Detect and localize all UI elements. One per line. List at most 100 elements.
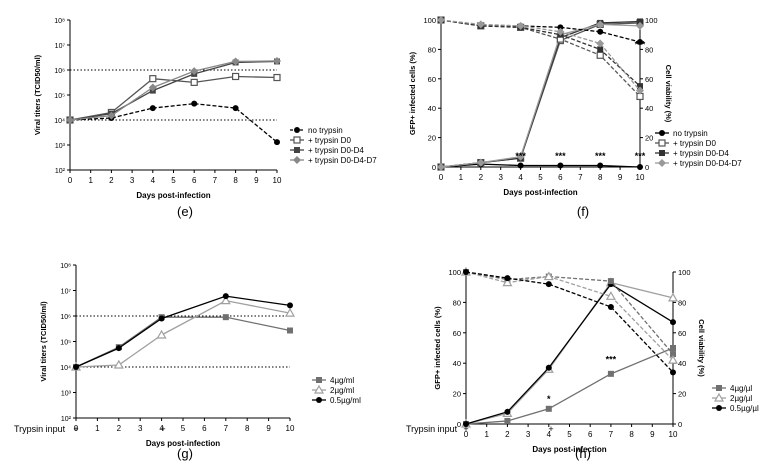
y-tick-label-right-f-5: 100 xyxy=(645,16,658,25)
data-point-f-6-5 xyxy=(637,83,643,90)
x-tick-label-f-9: 9 xyxy=(618,173,623,182)
data-point-h-4-2 xyxy=(543,271,554,281)
data-point-f-0-3 xyxy=(557,162,564,169)
data-point-h-2-0 xyxy=(463,421,469,427)
y-tick-label-right-h-3: 60 xyxy=(678,329,686,338)
chart-panel-e: 0 1 2 3 4 5 6 7 8 9 10 10² 10³ 10⁴ 10⁵ 10⁶ 10⁷ 10⁸ Days po… xyxy=(33,18,377,200)
data-point-h-0-1 xyxy=(504,417,511,424)
trypsin-input-mark-g-0: + xyxy=(73,424,78,434)
series-line-h-3 xyxy=(465,271,674,355)
x-axis-label-f: Days post-infection xyxy=(503,188,577,197)
legend-marker-e-1 xyxy=(293,136,301,144)
y-tick-label-h-2: 40 xyxy=(453,359,461,368)
panel-label-g: (g) xyxy=(177,446,193,461)
x-tick-label-h-3: 3 xyxy=(526,430,531,439)
chart-panel-g: 0 1 2 3 4 5 6 7 8 9 10 10² 10³ 10⁴ 10⁵ 10⁶ 10⁷ 10⁸ Days po… xyxy=(39,263,361,448)
trypsin-input-mark-g-1: + xyxy=(160,424,165,434)
y-tick-label-right-h-5: 100 xyxy=(678,268,691,277)
legend-marker-e-0 xyxy=(294,127,300,133)
data-point-h-2-4 xyxy=(670,319,676,326)
y-axis-label-right-f: Cell viability (%) xyxy=(664,65,673,123)
x-tick-label-f-10: 10 xyxy=(636,173,645,182)
x-tick-label-g-0: 0 xyxy=(74,424,79,433)
x-axis-label-e: Days post-infection xyxy=(136,191,210,200)
y-tick-label-right-h-0: 0 xyxy=(678,420,682,429)
data-point-e-1-2 xyxy=(149,75,157,83)
trypsin-input-label-h: Trypsin input xyxy=(406,424,458,434)
y-axis-label-h: GFP+ infected cells (%) xyxy=(433,306,442,390)
series-line-f-0 xyxy=(440,163,641,168)
y-tick-label-f-0: 0 xyxy=(432,163,436,172)
panel-label-e: (e) xyxy=(177,204,193,219)
data-point-e-3-5 xyxy=(273,56,281,65)
data-point-g-2-2 xyxy=(158,315,165,322)
data-point-g-1-3 xyxy=(220,295,231,305)
y-tick-label-h-3: 60 xyxy=(453,329,461,338)
data-point-f-2-5 xyxy=(637,18,643,25)
x-tick-label-f-3: 3 xyxy=(498,173,503,182)
y-tick-label-right-h-2: 40 xyxy=(678,359,686,368)
legend-marker-h-2 xyxy=(716,405,722,411)
x-tick-label-f-8: 8 xyxy=(598,173,603,182)
data-point-f-6-4 xyxy=(597,46,604,53)
series-line-e-2 xyxy=(69,60,278,121)
series-line-g-0 xyxy=(75,316,291,368)
data-point-f-3-5 xyxy=(636,21,644,30)
data-point-g-0-3 xyxy=(222,314,229,321)
series-line-h-4 xyxy=(465,271,674,361)
data-point-g-1-1 xyxy=(113,359,124,369)
legend-label-e-1: + trypsin D0 xyxy=(308,136,351,145)
data-point-g-2-4 xyxy=(287,302,293,309)
data-point-f-0-2 xyxy=(517,162,524,169)
x-tick-label-e-10: 10 xyxy=(273,176,282,185)
y-tick-label-g-3: 10⁵ xyxy=(60,340,71,347)
y-tick-label-e-0: 10² xyxy=(55,168,66,175)
data-point-f-7-4 xyxy=(596,39,605,48)
x-tick-label-f-4: 4 xyxy=(518,173,523,182)
x-tick-label-h-4: 4 xyxy=(547,430,552,439)
series-line-f-3 xyxy=(440,23,641,168)
data-point-f-7-1 xyxy=(476,20,485,29)
y-tick-label-g-6: 10⁸ xyxy=(60,263,71,270)
legend-label-e-0: no trypsin xyxy=(308,126,343,135)
y-tick-label-f-2: 40 xyxy=(428,104,436,113)
panel-label-h: (h) xyxy=(575,446,591,461)
data-point-h-0-4 xyxy=(670,345,676,351)
x-tick-label-e-7: 7 xyxy=(213,176,218,185)
y-tick-label-e-3: 10⁵ xyxy=(54,93,65,100)
legend-label-e-3: + trypsin D0-D4-D7 xyxy=(308,156,377,165)
legend-label-h-0: 4µg/µl xyxy=(730,384,752,393)
x-tick-label-g-6: 6 xyxy=(202,424,207,433)
x-tick-label-g-7: 7 xyxy=(224,424,229,433)
trypsin-input-label-g: Trypsin input xyxy=(14,424,66,434)
y-tick-label-e-2: 10⁴ xyxy=(54,118,65,125)
annotation-f-3: *** xyxy=(635,151,646,161)
legend-marker-h-0 xyxy=(716,385,722,391)
data-point-f-7-0 xyxy=(437,16,445,24)
data-point-f-3-4 xyxy=(596,20,605,29)
trypsin-input-mark-h-0: + xyxy=(463,424,468,434)
y-tick-label-f-4: 80 xyxy=(428,45,436,54)
legend-label-h-2: 0.5µg/µl xyxy=(730,404,759,413)
y-tick-label-h-5: 100 xyxy=(448,268,461,277)
series-line-f-7 xyxy=(440,19,641,91)
x-tick-label-h-9: 9 xyxy=(650,430,655,439)
data-point-e-1-5 xyxy=(273,73,281,82)
data-point-g-1-2 xyxy=(156,329,167,339)
series-line-h-5 xyxy=(465,271,674,373)
x-tick-label-e-9: 9 xyxy=(254,176,259,185)
series-line-e-1 xyxy=(69,75,278,121)
y-tick-label-e-5: 10⁷ xyxy=(55,43,66,50)
legend-label-f-0: no trypsin xyxy=(673,129,708,138)
data-point-f-0-5 xyxy=(637,164,643,170)
legend-label-f-2: + trypsin D0-D4 xyxy=(673,149,729,158)
y-tick-label-e-4: 10⁶ xyxy=(54,68,65,75)
data-point-h-3-4 xyxy=(670,351,676,358)
x-tick-label-f-6: 6 xyxy=(558,173,563,182)
legend-label-f-1: + trypsin D0 xyxy=(673,139,716,148)
series-line-e-3 xyxy=(69,60,278,121)
legend-label-e-2: + trypsin D0-D4 xyxy=(308,146,364,155)
legend-marker-f-2 xyxy=(659,150,665,156)
